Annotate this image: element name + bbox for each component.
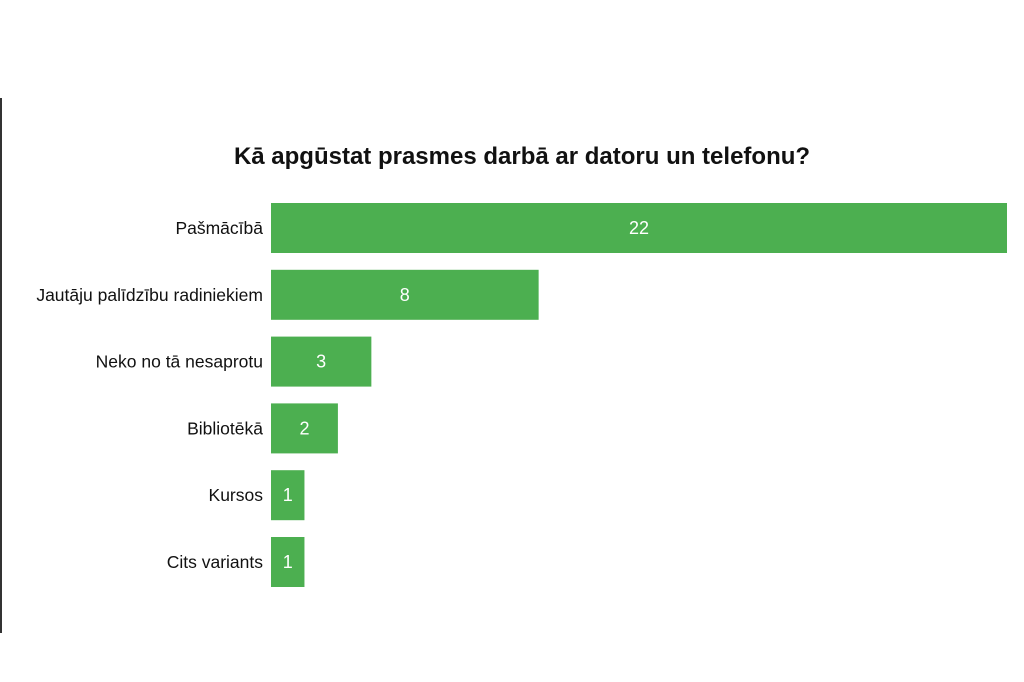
category-label-4: Bibliotēkā	[187, 418, 263, 438]
bar-4	[271, 403, 338, 454]
value-label-5: 1	[283, 485, 293, 505]
bar-5	[271, 470, 305, 521]
category-label-2: Jautāju palīdzību radiniekiem	[36, 285, 263, 305]
value-label-1: 22	[629, 218, 649, 238]
category-label-6: Cits variants	[167, 552, 264, 572]
bar-6	[271, 537, 305, 587]
value-label-6: 1	[283, 552, 293, 572]
category-label-5: Kursos	[209, 485, 264, 505]
bar-2	[271, 269, 539, 320]
chart-title: Kā apgūstat prasmes darbā ar datoru un t…	[233, 143, 811, 170]
category-label-3: Neko no tā nesaprotu	[96, 352, 263, 372]
value-label-3: 3	[316, 352, 326, 372]
bar-1	[271, 203, 1007, 253]
category-label-1: Pašmācībā	[175, 218, 263, 238]
value-label-4: 2	[299, 418, 309, 438]
bar-3	[271, 336, 372, 387]
left-border	[0, 98, 2, 633]
value-label-2: 8	[400, 285, 410, 305]
